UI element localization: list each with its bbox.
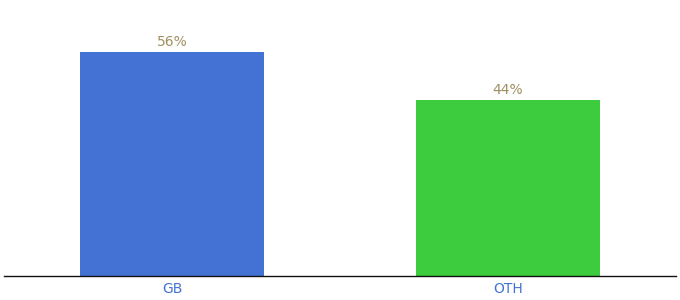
Bar xyxy=(80,52,265,276)
Text: 56%: 56% xyxy=(156,35,188,49)
Text: 44%: 44% xyxy=(492,83,523,97)
Bar xyxy=(415,100,600,276)
